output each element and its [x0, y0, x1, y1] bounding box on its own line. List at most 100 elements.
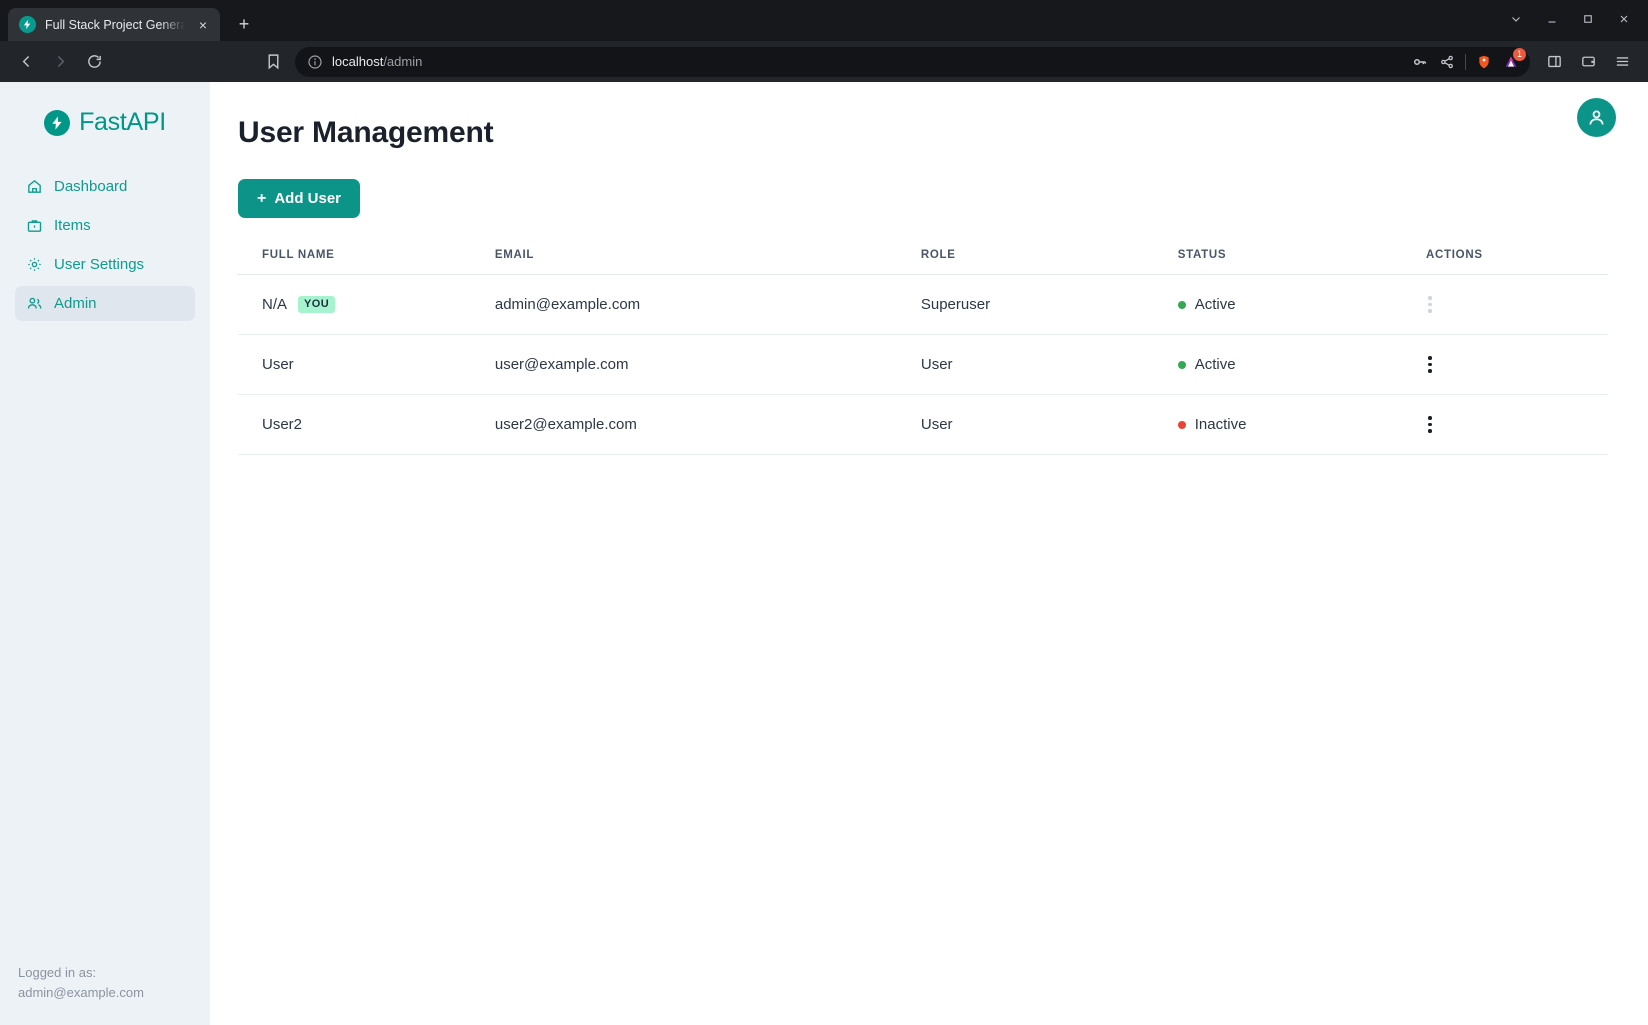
- user-full-name: N/A: [262, 296, 288, 313]
- share-icon[interactable]: [1434, 49, 1460, 75]
- cell-role: Superuser: [920, 274, 1178, 335]
- row-actions-menu-icon[interactable]: [1426, 296, 1444, 313]
- gear-icon: [26, 256, 43, 273]
- you-badge: YOU: [298, 296, 336, 313]
- brand-name: FastAPI: [79, 108, 166, 136]
- table-row: N/A YOU admin@example.com Superuser Acti…: [238, 274, 1608, 335]
- sidebar-nav: Dashboard Items User Settings: [0, 169, 210, 321]
- status-label: Active: [1194, 356, 1236, 373]
- users-table: FULL NAME EMAIL ROLE STATUS ACTIONS N/A …: [238, 249, 1608, 455]
- cell-actions: [1426, 394, 1608, 455]
- sidebar-item-label: User Settings: [54, 256, 145, 273]
- wallet-icon[interactable]: [1572, 46, 1604, 78]
- page-title: User Management: [238, 116, 494, 149]
- toolbar-divider: [1465, 53, 1466, 70]
- user-full-name: User: [262, 356, 294, 373]
- page-viewport: FastAPI Dashboard Items: [0, 82, 1648, 1025]
- column-header-status: STATUS: [1177, 249, 1427, 275]
- plus-icon: +: [257, 189, 267, 207]
- cell-status: Active: [1177, 274, 1427, 335]
- url-host: localhost: [332, 54, 384, 69]
- users-table-body: N/A YOU admin@example.com Superuser Acti…: [238, 274, 1608, 455]
- browser-titlebar: Full Stack Project Genera × +: [0, 0, 1648, 41]
- sidebar-item-admin[interactable]: Admin: [15, 286, 195, 321]
- main-content: User Management + Add User FULL NAME EMA…: [210, 82, 1648, 1025]
- column-header-role: ROLE: [920, 249, 1178, 275]
- reload-icon[interactable]: [78, 46, 110, 78]
- cell-full-name: User: [238, 334, 495, 395]
- window-controls: [1498, 4, 1642, 34]
- sidebar-item-label: Admin: [54, 295, 97, 312]
- new-tab-button[interactable]: +: [238, 13, 250, 34]
- cell-email: user2@example.com: [494, 394, 921, 455]
- users-table-head: FULL NAME EMAIL ROLE STATUS ACTIONS: [238, 249, 1608, 275]
- fastapi-logo-icon: [44, 109, 71, 136]
- back-icon[interactable]: [10, 46, 42, 78]
- table-row: User2 user2@example.com User Inactive: [238, 394, 1608, 455]
- address-bar[interactable]: localhost/admin 1: [295, 46, 1530, 77]
- table-header-row: FULL NAME EMAIL ROLE STATUS ACTIONS: [238, 249, 1608, 275]
- sidebar-panel-icon[interactable]: [1538, 46, 1570, 78]
- column-header-email: EMAIL: [494, 249, 921, 275]
- url-path: /admin: [383, 54, 423, 69]
- user-full-name: User2: [262, 416, 303, 433]
- table-row: User user@example.com User Active: [238, 334, 1608, 395]
- browser-tab[interactable]: Full Stack Project Genera ×: [8, 8, 220, 41]
- extension-icon[interactable]: 1: [1498, 47, 1526, 75]
- brave-shields-icon[interactable]: [1471, 49, 1497, 75]
- add-user-button[interactable]: + Add User: [238, 179, 361, 218]
- browser-toolbar: localhost/admin 1: [0, 41, 1648, 82]
- sidebar-item-label: Items: [54, 217, 91, 234]
- url-text: localhost/admin: [332, 54, 1398, 69]
- sidebar-item-dashboard[interactable]: Dashboard: [15, 169, 195, 204]
- hamburger-menu-icon[interactable]: [1606, 46, 1638, 78]
- browser-tab-title: Full Stack Project Genera: [45, 17, 185, 32]
- cell-status: Inactive: [1177, 394, 1427, 455]
- tab-close-icon[interactable]: ×: [198, 16, 208, 33]
- address-bar-actions: 1: [1407, 47, 1526, 75]
- cell-actions: [1426, 274, 1608, 335]
- fastapi-favicon-icon: [19, 16, 36, 33]
- maximize-icon[interactable]: [1570, 4, 1606, 34]
- status-dot-icon: [1177, 420, 1186, 429]
- home-icon: [26, 178, 43, 195]
- status-label: Inactive: [1194, 416, 1247, 433]
- cell-full-name: N/A YOU: [238, 274, 495, 335]
- sidebar-item-user-settings[interactable]: User Settings: [15, 247, 195, 282]
- row-actions-menu-icon[interactable]: [1426, 356, 1444, 373]
- cell-full-name: User2: [238, 394, 495, 455]
- close-icon[interactable]: [1606, 4, 1642, 34]
- extension-badge-count: 1: [1513, 47, 1526, 61]
- site-info-icon[interactable]: [307, 54, 323, 70]
- chevron-down-icon[interactable]: [1498, 4, 1534, 34]
- sidebar-item-items[interactable]: Items: [15, 208, 195, 243]
- sidebar-item-label: Dashboard: [54, 178, 128, 195]
- user-avatar-button[interactable]: [1577, 98, 1616, 137]
- logged-in-label: Logged in as:: [18, 964, 97, 980]
- cell-actions: [1426, 334, 1608, 395]
- forward-icon[interactable]: [44, 46, 76, 78]
- briefcase-icon: [26, 217, 43, 234]
- bookmark-icon[interactable]: [257, 46, 289, 78]
- sidebar-footer: Logged in as: admin@example.com: [0, 963, 210, 1003]
- app-sidebar: FastAPI Dashboard Items: [0, 82, 210, 1025]
- password-key-icon[interactable]: [1407, 49, 1433, 75]
- row-actions-menu-icon[interactable]: [1426, 416, 1444, 433]
- cell-email: admin@example.com: [494, 274, 921, 335]
- status-dot-icon: [1177, 360, 1186, 369]
- cell-role: User: [920, 334, 1178, 395]
- status-dot-icon: [1177, 300, 1186, 309]
- minimize-icon[interactable]: [1534, 4, 1570, 34]
- cell-status: Active: [1177, 334, 1427, 395]
- user-avatar-icon: [1586, 107, 1607, 128]
- brand-logo: FastAPI: [0, 108, 210, 137]
- logged-in-email: admin@example.com: [18, 984, 144, 1000]
- cell-email: user@example.com: [494, 334, 921, 395]
- add-user-label: Add User: [274, 190, 342, 207]
- users-icon: [26, 295, 43, 312]
- column-header-actions: ACTIONS: [1426, 249, 1608, 275]
- column-header-full-name: FULL NAME: [238, 249, 495, 275]
- status-label: Active: [1194, 296, 1236, 313]
- cell-role: User: [920, 394, 1178, 455]
